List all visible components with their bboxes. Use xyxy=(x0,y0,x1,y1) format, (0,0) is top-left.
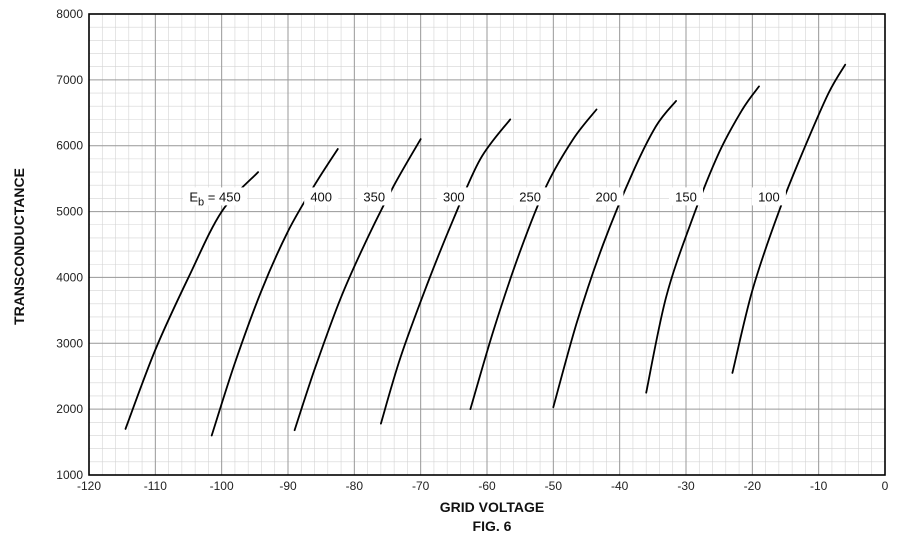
curve-label-450: Eb = 450 xyxy=(183,187,248,208)
figure-label: FIG. 6 xyxy=(473,518,512,534)
curve-label-text: 300 xyxy=(443,189,465,204)
curve-label-bg xyxy=(304,187,339,206)
curve-label-text: 200 xyxy=(596,189,618,204)
y-tick-label: 1000 xyxy=(56,468,83,482)
curve-label-text: 100 xyxy=(758,189,780,204)
curve-label-bg xyxy=(513,187,548,206)
x-tick-label: -80 xyxy=(346,479,364,493)
x-tick-label: -70 xyxy=(412,479,430,493)
plot-frame xyxy=(88,13,886,476)
curve-label-text: 350 xyxy=(363,189,385,204)
x-tick-label: -110 xyxy=(144,479,167,493)
curve-label-bg xyxy=(669,187,703,206)
curve-label-text: 150 xyxy=(675,189,697,204)
curve-label-text: 400 xyxy=(310,189,332,204)
x-tick-label: -120 xyxy=(77,479,101,493)
curve-label-300: 300 xyxy=(436,187,471,206)
y-tick-label: 4000 xyxy=(56,270,83,284)
curve-label-100: 100 xyxy=(751,187,786,206)
curve-eb-200 xyxy=(552,100,677,409)
y-tick-label: 6000 xyxy=(56,139,83,153)
x-tick-label: -60 xyxy=(478,479,496,493)
curve-eb-450 xyxy=(124,171,259,430)
curve-labels: Eb = 450 400 350 300 250 200 150 100 xyxy=(183,187,786,208)
x-tick-label: -90 xyxy=(279,479,297,493)
x-axis-title: GRID VOLTAGE xyxy=(440,499,544,515)
curve-label-250: 250 xyxy=(513,187,548,206)
curve-eb-250 xyxy=(469,108,598,410)
x-tick-label: -100 xyxy=(210,479,234,493)
x-tick-label: -40 xyxy=(611,479,629,493)
y-tick-label: 7000 xyxy=(56,73,83,87)
y-tick-labels: 1000 2000 3000 4000 5000 6000 7000 8000 xyxy=(56,7,83,482)
curve-label-350: 350 xyxy=(357,187,392,206)
x-tick-label: -30 xyxy=(677,479,695,493)
curve-label-bg xyxy=(436,187,471,206)
curve-label-200: 200 xyxy=(589,187,624,206)
curve-label-150: 150 xyxy=(669,187,703,206)
y-tick-label: 2000 xyxy=(56,402,83,416)
curve-label-bg xyxy=(357,187,392,206)
curve-eb-300 xyxy=(380,118,512,425)
y-axis-title: TRANSCONDUCTANCE xyxy=(11,168,27,325)
curve-label-bg xyxy=(183,187,248,206)
curves xyxy=(124,63,847,437)
curve-eb-350 xyxy=(293,138,422,432)
curve-label-bg xyxy=(751,187,786,206)
curve-label-text: Eb = 450 xyxy=(189,189,240,208)
y-tick-label: 3000 xyxy=(56,336,83,350)
x-tick-label: 0 xyxy=(882,479,889,493)
curve-eb-100 xyxy=(731,63,847,374)
curve-eb-400 xyxy=(210,148,339,437)
x-tick-label: -20 xyxy=(744,479,762,493)
curve-label-text: 250 xyxy=(519,189,541,204)
curve-label-bg xyxy=(589,187,624,206)
x-tick-labels: -120 -110 -100 -90 -80 -70 -60 -50 -40 -30 -20 -10 0 xyxy=(77,479,889,493)
y-tick-label: 8000 xyxy=(56,7,83,21)
y-tick-label: 5000 xyxy=(56,205,83,219)
curve-label-400: 400 xyxy=(304,187,339,206)
x-tick-label: -50 xyxy=(545,479,563,493)
x-tick-label: -10 xyxy=(810,479,828,493)
